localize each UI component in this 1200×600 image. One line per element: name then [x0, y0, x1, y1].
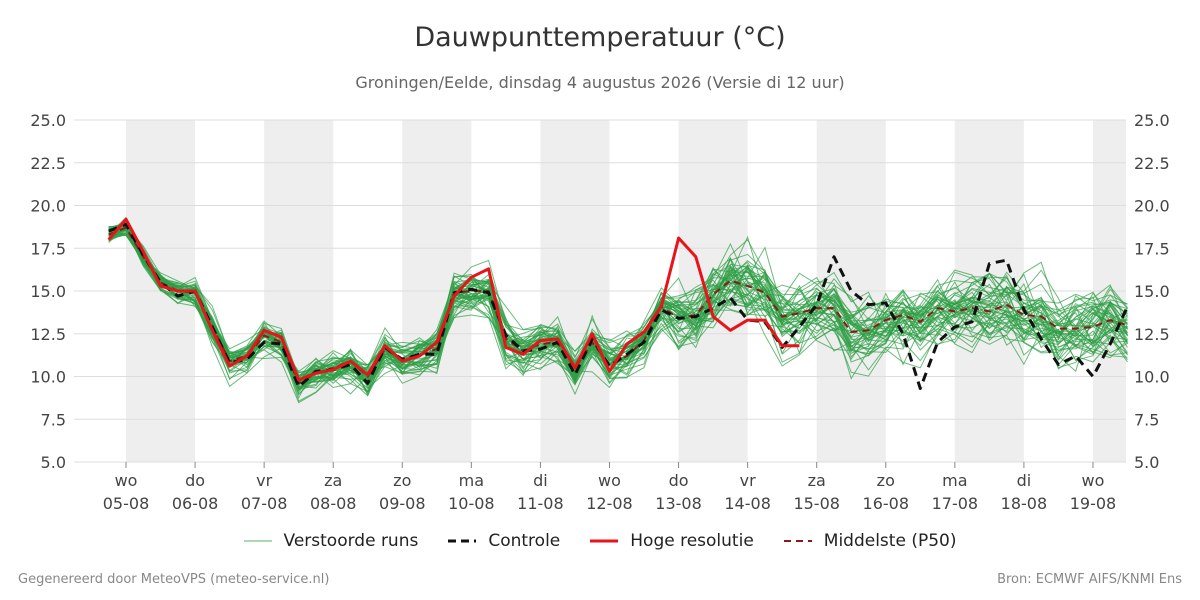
footer-source: Bron: ECMWF AIFS/KNMI Ens [997, 572, 1182, 587]
x-tick-day-11: zo [877, 471, 895, 490]
x-tick-date-9: 14-08 [724, 494, 771, 513]
ensemble-run-49 [108, 234, 1128, 393]
legend-item-control[interactable]: Controle [448, 531, 560, 551]
x-tick-day-4: zo [393, 471, 411, 490]
chart-subtitle: Groningen/Eelde, dinsdag 4 augustus 2026… [355, 73, 845, 92]
x-tick-date-3: 08-08 [310, 494, 357, 513]
x-tick-day-10: za [808, 471, 826, 490]
x-tick-day-9: vr [740, 471, 756, 490]
legend: Verstoorde runs Controle Hoge resolutie … [0, 531, 1200, 551]
high-res-line [107, 217, 800, 382]
x-tick-date-13: 18-08 [1001, 494, 1048, 513]
x-tick-day-3: za [324, 471, 342, 490]
chart-title: Dauwpunttemperatuur (°C) [414, 22, 786, 53]
x-tick-day-7: wo [598, 471, 621, 490]
y-tick-left-0: 5.0 [41, 453, 66, 472]
legend-item-median[interactable]: Middelste (P50) [783, 531, 957, 551]
x-tick-date-1: 06-08 [172, 494, 219, 513]
x-tick-date-7: 12-08 [586, 494, 633, 513]
x-tick-day-13: di [1017, 471, 1032, 490]
x-tick-date-14: 19-08 [1070, 494, 1117, 513]
ensemble-run-48 [108, 221, 1128, 391]
x-tick-date-8: 13-08 [655, 494, 702, 513]
y-tick-right-4: 15.0 [1134, 282, 1170, 301]
legend-item-ensemble[interactable]: Verstoorde runs [243, 531, 419, 551]
legend-label-high-res: Hoge resolutie [630, 531, 754, 551]
y-tick-left-4: 15.0 [30, 282, 66, 301]
legend-label-control: Controle [488, 531, 561, 551]
x-tick-date-6: 11-08 [517, 494, 564, 513]
footer-generated-by: Gegenereerd door MeteoVPS (meteo-service… [18, 572, 330, 587]
legend-swatch-control [448, 539, 477, 543]
y-tick-left-1: 7.5 [41, 410, 66, 429]
x-tick-day-14: wo [1082, 471, 1105, 490]
x-tick-day-8: do [669, 471, 689, 490]
x-tick-date-0: 05-08 [103, 494, 150, 513]
y-tick-right-8: 25.0 [1134, 111, 1170, 130]
y-tick-right-3: 12.5 [1134, 325, 1170, 344]
x-tick-date-12: 17-08 [932, 494, 979, 513]
legend-swatch-median [783, 540, 812, 542]
x-tick-day-6: di [533, 471, 548, 490]
x-tick-date-11: 16-08 [863, 494, 910, 513]
ensemble-run-17 [108, 231, 1128, 389]
y-tick-left-8: 25.0 [30, 111, 66, 130]
y-tick-right-2: 10.0 [1134, 368, 1170, 387]
ensemble-run-39 [108, 224, 1128, 404]
legend-label-median: Middelste (P50) [823, 531, 957, 551]
y-tick-right-7: 22.5 [1134, 154, 1170, 173]
x-tick-day-5: ma [459, 471, 484, 490]
x-tick-day-12: ma [942, 471, 967, 490]
x-tick-date-2: 07-08 [241, 494, 288, 513]
y-tick-right-0: 5.0 [1134, 453, 1159, 472]
y-tick-left-7: 22.5 [30, 154, 66, 173]
x-tick-day-0: wo [115, 471, 138, 490]
y-tick-left-3: 12.5 [30, 325, 66, 344]
y-tick-right-6: 20.0 [1134, 197, 1170, 216]
x-tick-date-4: 09-08 [379, 494, 426, 513]
x-tick-day-1: do [185, 471, 205, 490]
y-tick-left-6: 20.0 [30, 197, 66, 216]
legend-label-ensemble: Verstoorde runs [283, 531, 419, 551]
y-tick-right-1: 7.5 [1134, 410, 1159, 429]
y-tick-right-5: 17.5 [1134, 239, 1170, 258]
legend-swatch-ensemble [243, 540, 272, 542]
y-tick-left-5: 17.5 [30, 239, 66, 258]
x-tick-day-2: vr [256, 471, 272, 490]
x-tick-date-10: 15-08 [793, 494, 840, 513]
legend-item-high-res[interactable]: Hoge resolutie [590, 531, 754, 551]
y-tick-left-2: 10.0 [30, 368, 66, 387]
ensemble-run-40 [108, 227, 1128, 385]
x-tick-date-5: 10-08 [448, 494, 495, 513]
legend-swatch-high-res [590, 539, 619, 543]
